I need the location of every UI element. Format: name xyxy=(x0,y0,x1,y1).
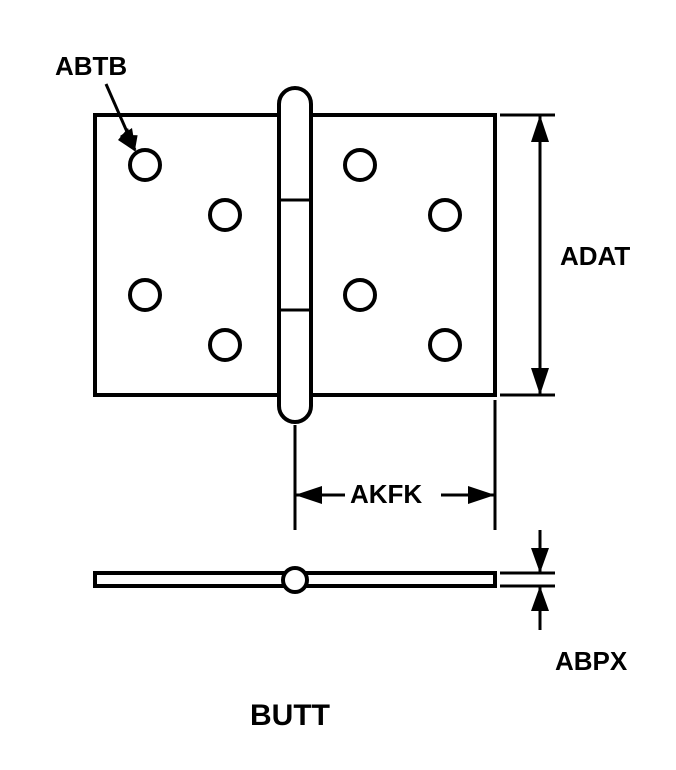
hinge-top-view xyxy=(95,88,495,422)
right-leaf-holes xyxy=(345,150,460,360)
adat-label: ADAT xyxy=(560,241,630,271)
hole-circle xyxy=(430,330,460,360)
hole-circle xyxy=(210,330,240,360)
abtb-label: ABTB xyxy=(55,51,127,81)
left-leaf-holes xyxy=(130,150,240,360)
abpx-label: ABPX xyxy=(555,646,628,676)
hinge-knuckle xyxy=(279,88,311,422)
hole-circle xyxy=(345,280,375,310)
abpx-dimension: ABPX xyxy=(500,530,628,676)
akfk-label: AKFK xyxy=(350,479,422,509)
hole-circle xyxy=(345,150,375,180)
hole-circle xyxy=(210,200,240,230)
hole-circle xyxy=(130,280,160,310)
hinge-edge-view xyxy=(95,568,495,592)
hole-circle xyxy=(130,150,160,180)
hole-circle xyxy=(430,200,460,230)
adat-dimension: ADAT xyxy=(500,115,630,395)
akfk-dimension: AKFK xyxy=(295,400,495,530)
diagram-title: BUTT xyxy=(250,699,330,732)
